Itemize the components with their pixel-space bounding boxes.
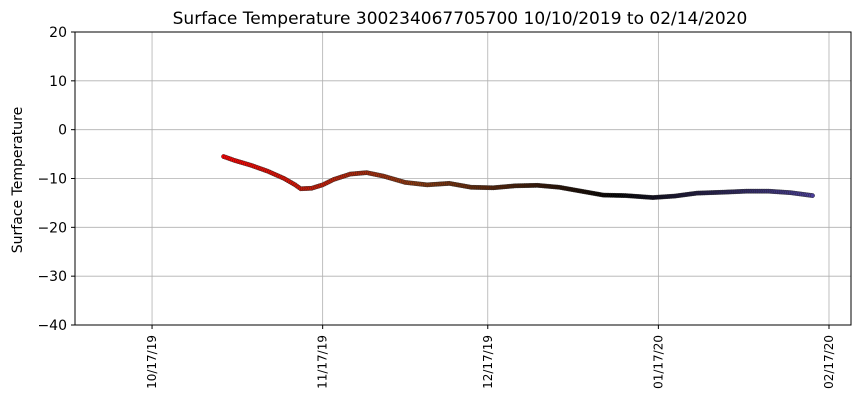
y-axis: −40 −30 −20 −10 0 10 20 bbox=[37, 25, 75, 334]
y-axis-label: Surface Temperature bbox=[10, 107, 26, 253]
grid bbox=[75, 31, 851, 326]
y-tick-label: 0 bbox=[58, 123, 67, 139]
data-point bbox=[810, 193, 815, 198]
y-tick-label: −30 bbox=[37, 269, 67, 285]
x-tick-label: 12/17/19 bbox=[481, 335, 495, 389]
y-tick-label: 10 bbox=[49, 74, 67, 90]
y-tick-label: 20 bbox=[49, 25, 67, 41]
y-tick-label: −10 bbox=[37, 172, 67, 188]
chart-title: Surface Temperature 300234067705700 10/1… bbox=[173, 9, 748, 29]
x-tick-label: 11/17/19 bbox=[316, 335, 330, 389]
x-tick-label: 02/17/20 bbox=[822, 335, 836, 389]
x-axis: 10/17/19 11/17/19 12/17/19 01/17/20 02/17/20 bbox=[145, 325, 836, 389]
y-tick-label: −40 bbox=[37, 318, 67, 334]
data-points bbox=[221, 154, 815, 200]
x-tick-label: 01/17/20 bbox=[651, 335, 665, 389]
x-tick-label: 10/17/19 bbox=[145, 335, 159, 389]
y-tick-label: −20 bbox=[37, 220, 67, 236]
